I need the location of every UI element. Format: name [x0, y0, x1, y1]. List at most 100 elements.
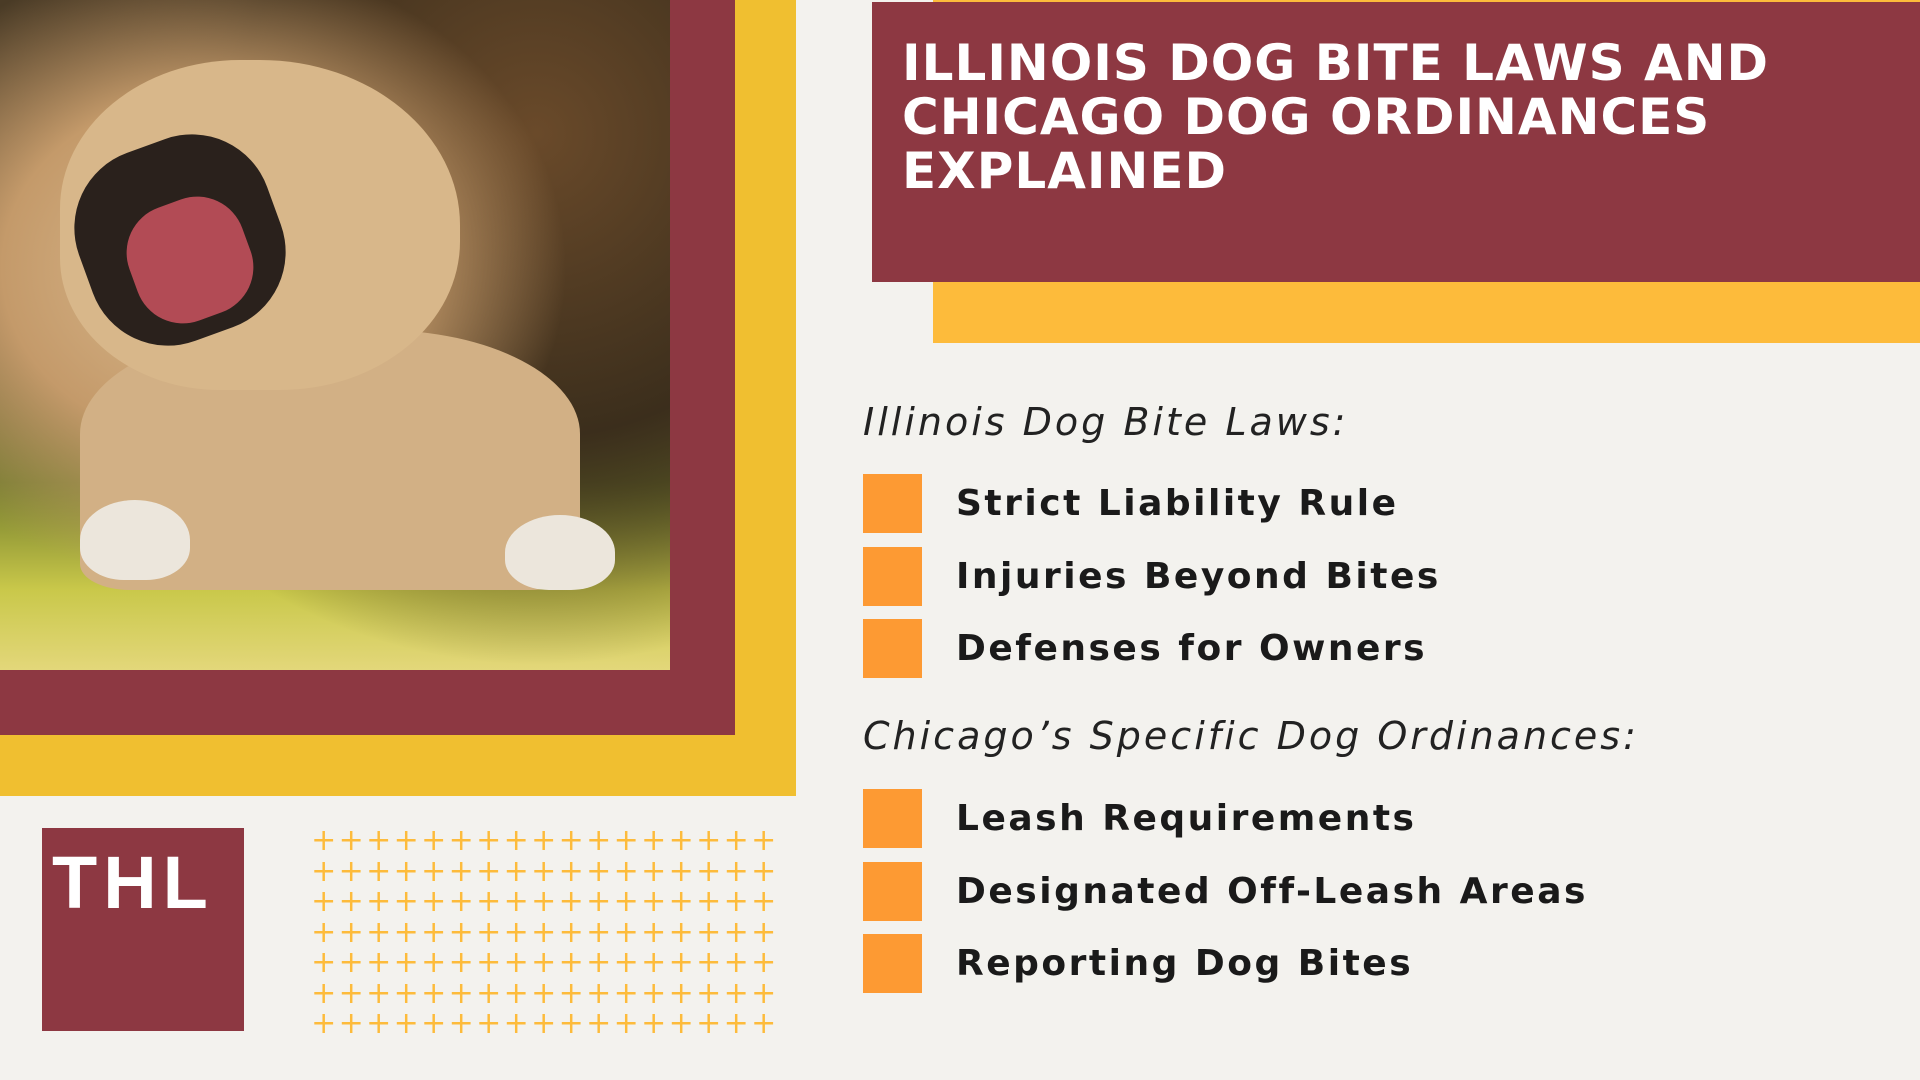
item-label: Strict Liability Rule [956, 483, 1399, 524]
plus-icon: + [641, 823, 667, 858]
item-label: Injuries Beyond Bites [956, 556, 1441, 597]
plus-icon: + [696, 1006, 722, 1041]
bullet-square-icon [863, 862, 922, 921]
plus-icon: + [696, 884, 722, 919]
plus-icon: + [503, 823, 529, 858]
plus-icon: + [366, 884, 392, 919]
plus-icon: + [476, 945, 502, 980]
plus-icon: + [531, 945, 557, 980]
plus-icon: + [476, 975, 502, 1011]
plus-icon: + [558, 823, 584, 858]
plus-icon: + [558, 1006, 584, 1041]
plus-icon: + [393, 884, 419, 919]
plus-icon: + [586, 884, 612, 919]
section-heading-illinois: Illinois Dog Bite Laws: [863, 400, 1349, 444]
plus-icon: + [476, 914, 502, 950]
plus-icon: + [613, 1006, 639, 1041]
plus-icon: + [448, 914, 474, 950]
thl-logo: THL [42, 828, 244, 1031]
plus-icon: + [751, 945, 777, 980]
list-item: Strict Liability Rule [863, 474, 1399, 533]
plus-icon: + [421, 1006, 447, 1041]
plus-icon: + [723, 914, 749, 950]
list-item: Leash Requirements [863, 789, 1416, 848]
list-item: Reporting Dog Bites [863, 934, 1413, 993]
item-label: Reporting Dog Bites [956, 943, 1414, 984]
plus-icon: + [311, 914, 337, 950]
plus-icon: + [338, 1006, 364, 1041]
plus-icon: + [723, 853, 749, 889]
plus-icon: + [558, 914, 584, 950]
plus-icon: + [613, 823, 639, 858]
plus-icon: + [723, 823, 749, 858]
plus-icon: + [696, 853, 722, 889]
item-label: Designated Off-Leash Areas [956, 871, 1588, 912]
plus-icon: + [366, 975, 392, 1011]
plus-icon: + [586, 945, 612, 980]
plus-icon: + [531, 884, 557, 919]
plus-icon: + [393, 945, 419, 980]
dog-paw [505, 515, 615, 590]
list-item: Injuries Beyond Bites [863, 547, 1441, 606]
plus-icon: + [668, 914, 694, 950]
plus-icon: + [641, 1006, 667, 1041]
plus-icon: + [723, 1006, 749, 1041]
plus-icon: + [366, 914, 392, 950]
plus-icon: + [558, 853, 584, 889]
plus-icon: + [503, 853, 529, 889]
plus-icon: + [448, 975, 474, 1011]
plus-icon: + [311, 975, 337, 1011]
plus-icon: + [668, 884, 694, 919]
plus-icon: + [668, 823, 694, 858]
plus-icon: + [751, 884, 777, 919]
plus-icon: + [613, 884, 639, 919]
plus-icon: + [503, 945, 529, 980]
plus-icon: + [421, 853, 447, 889]
plus-icon: + [558, 945, 584, 980]
plus-icon: + [586, 914, 612, 950]
plus-icon: + [723, 945, 749, 980]
plus-icon: + [393, 1006, 419, 1041]
page-title: ILLINOIS DOG BITE LAWS AND CHICAGO DOG O… [902, 34, 1770, 200]
cross-pattern-decoration: + + + + + + + + + + + + + + + + + + + + + + + + + + + + + + + + + + + + + + + +… [310, 823, 776, 1039]
plus-icon: + [558, 975, 584, 1011]
bullet-square-icon [863, 547, 922, 606]
plus-icon: + [421, 945, 447, 980]
plus-icon: + [613, 975, 639, 1011]
plus-icon: + [503, 914, 529, 950]
plus-icon: + [338, 975, 364, 1011]
plus-icon: + [448, 1006, 474, 1041]
plus-icon: + [751, 975, 777, 1011]
plus-icon: + [531, 975, 557, 1011]
plus-icon: + [586, 1006, 612, 1041]
plus-icon: + [311, 884, 337, 919]
plus-icon: + [751, 823, 777, 858]
plus-icon: + [723, 884, 749, 919]
plus-icon: + [338, 914, 364, 950]
list-item: Defenses for Owners [863, 619, 1427, 678]
plus-icon: + [751, 853, 777, 889]
plus-icon: + [421, 914, 447, 950]
plus-icon: + [723, 975, 749, 1011]
plus-icon: + [448, 853, 474, 889]
dog-photo [0, 0, 670, 670]
plus-icon: + [696, 914, 722, 950]
plus-icon: + [421, 884, 447, 919]
plus-icon: + [531, 914, 557, 950]
dog-paw [80, 500, 190, 580]
bullet-square-icon [863, 474, 922, 533]
item-label: Defenses for Owners [956, 628, 1428, 669]
plus-icon: + [613, 853, 639, 889]
plus-icon: + [393, 853, 419, 889]
plus-icon: + [531, 823, 557, 858]
logo-text: THL [52, 841, 214, 924]
plus-icon: + [503, 975, 529, 1011]
plus-icon: + [366, 823, 392, 858]
plus-icon: + [448, 823, 474, 858]
plus-icon: + [696, 823, 722, 858]
plus-icon: + [641, 975, 667, 1011]
plus-icon: + [476, 853, 502, 889]
plus-icon: + [641, 945, 667, 980]
plus-icon: + [696, 975, 722, 1011]
bullet-square-icon [863, 619, 922, 678]
